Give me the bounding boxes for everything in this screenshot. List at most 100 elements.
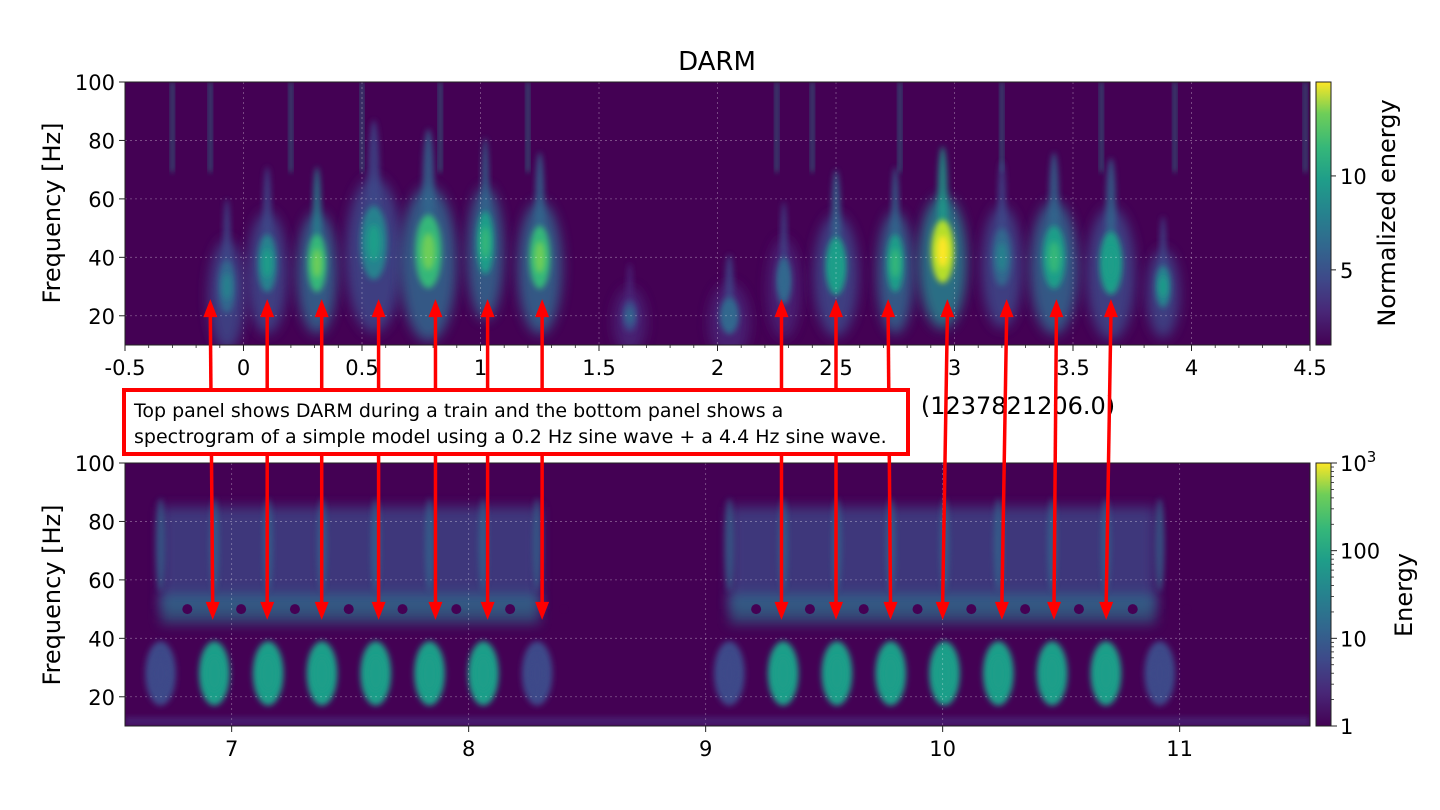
- model-burst-core: [882, 655, 900, 691]
- model-plume: [424, 498, 435, 592]
- y-tick-label: 20: [88, 305, 115, 329]
- model-node: [558, 604, 569, 615]
- model-node: [751, 604, 762, 615]
- top-panel-title: DARM: [678, 47, 756, 77]
- energy-streak: [289, 82, 293, 172]
- energy-blob-core: [724, 306, 735, 325]
- energy-blob-tail: [1159, 216, 1167, 282]
- arrow-head-down: [1047, 601, 1062, 620]
- model-burst-core: [313, 655, 331, 691]
- model-haze: [160, 506, 540, 610]
- model-low-band: [125, 717, 1310, 726]
- energy-blob-core: [997, 242, 1007, 272]
- energy-blob-tail: [626, 263, 634, 313]
- arrow-head-up: [314, 299, 329, 318]
- arrow-head-up: [371, 299, 386, 318]
- x-tick-label: 8: [462, 737, 475, 761]
- arrow-head-up: [203, 299, 218, 318]
- alignment-arrow: [1047, 299, 1064, 620]
- top-colorbar: [1315, 81, 1332, 346]
- colorbar-tick-label: 5: [1340, 259, 1353, 283]
- arrow-shaft: [208, 315, 215, 604]
- model-plume: [724, 498, 735, 592]
- alignment-arrow: [428, 299, 443, 620]
- energy-blob-core: [421, 233, 435, 270]
- bottom-x-ticks: 7 8 9 10 11: [225, 726, 1193, 761]
- bottom-axes-frame: [124, 462, 1311, 727]
- alignment-arrow: [314, 299, 329, 620]
- energy-blob-core: [936, 235, 949, 268]
- annotation-box: Top panel shows DARM during a train and …: [122, 388, 910, 456]
- energy-blob-core: [780, 268, 788, 293]
- bottom-colorbar-ticks: 1 10 100 103: [1331, 448, 1380, 739]
- y-tick-label: 60: [88, 569, 115, 593]
- model-node: [966, 604, 977, 615]
- alignment-arrow: [203, 299, 220, 620]
- model-node: [289, 604, 300, 615]
- arrow-head-down: [260, 601, 275, 620]
- top-panel: DARM -0.500.511.522.533.544.5 2040608010…: [38, 47, 1401, 420]
- energy-streak: [1000, 82, 1004, 172]
- model-burst-core: [1097, 655, 1115, 691]
- arrow-head-up: [1103, 299, 1118, 318]
- x-tick-label: 7: [225, 737, 238, 761]
- energy-streak: [1099, 82, 1103, 172]
- alignment-arrow: [935, 299, 955, 620]
- model-burst-core: [828, 655, 846, 691]
- top-x-axis-label: (1237821206.0): [921, 392, 1115, 420]
- bottom-colorbar: [1315, 462, 1332, 727]
- x-tick-label: -0.5: [105, 356, 146, 380]
- model-node: [1127, 604, 1138, 615]
- energy-blob-core: [480, 226, 490, 259]
- model-burst-core: [528, 655, 546, 691]
- energy-streak: [360, 82, 364, 172]
- energy-streak: [775, 82, 779, 172]
- alignment-arrow: [774, 299, 789, 620]
- model-node: [182, 604, 193, 615]
- arrow-head-up: [829, 299, 843, 318]
- x-tick-label: 4: [1185, 356, 1198, 380]
- model-node: [1020, 604, 1031, 615]
- x-tick-label: 4.5: [1293, 356, 1326, 380]
- energy-blob-tail: [1049, 152, 1060, 251]
- energy-blob-core: [534, 241, 545, 274]
- energy-blob-tail: [223, 198, 231, 281]
- arrow-head-up: [428, 299, 443, 318]
- alignment-arrow: [371, 299, 386, 620]
- energy-blob-tail: [1105, 157, 1116, 257]
- bottom-panel: 7 8 9 10 11 20 40 60 80 100 Frequency [Hz] 1 10 10…: [38, 448, 1418, 761]
- alignment-arrow: [480, 299, 495, 620]
- model-node: [505, 604, 516, 615]
- arrow-head-down: [774, 601, 789, 620]
- arrow-shaft: [1000, 315, 1009, 604]
- model-burst-core: [367, 655, 385, 691]
- colorbar-tick-label: 10: [1340, 627, 1367, 651]
- bottom-colorbar-label: Energy: [1390, 553, 1418, 637]
- energy-blob-tail: [481, 137, 489, 236]
- x-tick-label: 1.5: [582, 356, 615, 380]
- model-plume: [1155, 498, 1165, 592]
- arrow-head-down: [314, 601, 329, 620]
- arrow-shaft: [1104, 315, 1113, 604]
- energy-blob-tail: [891, 166, 899, 257]
- annotation-line-1: Top panel shows DARM during a train and …: [134, 400, 784, 422]
- energy-blob-tail: [422, 128, 435, 244]
- energy-streak: [1303, 82, 1307, 172]
- bottom-y-ticks: 20 40 60 80 100: [75, 452, 125, 710]
- model-plume: [155, 498, 166, 592]
- x-tick-label: 11: [1166, 737, 1193, 761]
- model-burst-core: [475, 655, 492, 691]
- energy-blob-core: [312, 248, 322, 278]
- energy-blob-core: [367, 224, 381, 262]
- energy-streak: [526, 82, 530, 172]
- energy-blob-tail: [535, 152, 545, 251]
- colorbar-tick-label: 100: [1340, 540, 1380, 564]
- energy-blob-core: [890, 248, 900, 278]
- arrow-head-down: [829, 601, 843, 620]
- x-tick-label: 0: [237, 356, 250, 380]
- energy-streak: [438, 82, 442, 172]
- x-tick-label: 3: [948, 356, 961, 380]
- model-burst-core: [990, 655, 1007, 691]
- model-node: [804, 604, 815, 615]
- model-node: [912, 604, 923, 615]
